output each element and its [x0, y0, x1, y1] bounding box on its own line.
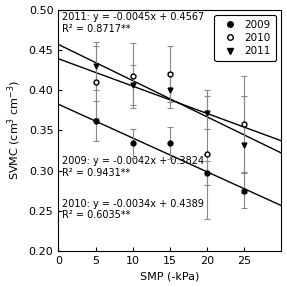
Legend: 2009, 2010, 2011: 2009, 2010, 2011 — [214, 15, 276, 61]
Text: 2010: y = -0.0034x + 0.4389
R² = 0.6035**: 2010: y = -0.0034x + 0.4389 R² = 0.6035*… — [62, 199, 204, 220]
Y-axis label: SVMC (cm$^3$ cm$^{-3}$): SVMC (cm$^3$ cm$^{-3}$) — [5, 80, 23, 180]
Text: 2009: y = -0.0042x + 0.3824
R² = 0.9431**: 2009: y = -0.0042x + 0.3824 R² = 0.9431*… — [62, 156, 204, 178]
Text: 2011: y = -0.0045x + 0.4567
R² = 0.8717**: 2011: y = -0.0045x + 0.4567 R² = 0.8717*… — [62, 12, 204, 34]
X-axis label: SMP (-kPa): SMP (-kPa) — [140, 272, 199, 282]
